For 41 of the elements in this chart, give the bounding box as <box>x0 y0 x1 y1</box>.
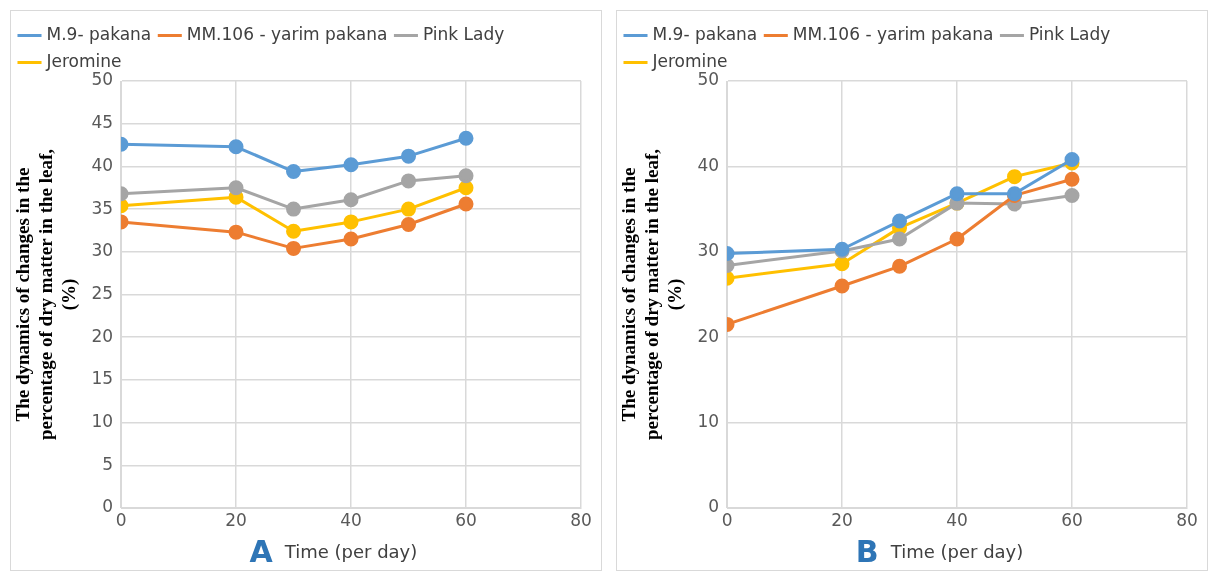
y-tick-label: 50 <box>91 69 114 90</box>
x-axis-title: Time (per day) <box>283 540 418 562</box>
y-tick-label: 40 <box>91 154 114 175</box>
y-tick-label: 15 <box>91 368 114 389</box>
y-tick-label: 20 <box>91 325 114 346</box>
y-tick-label: 20 <box>697 325 720 346</box>
y-tick-label: 10 <box>697 411 720 432</box>
text: B <box>855 534 879 569</box>
y-tick-label: 0 <box>708 496 720 517</box>
y-tick-label: 5 <box>102 453 114 474</box>
y-tick-label: 40 <box>697 154 720 175</box>
legend-label: Jeromine <box>651 50 728 71</box>
x-tick-label: 0 <box>721 509 733 530</box>
x-tick-label: 80 <box>1176 509 1198 530</box>
legend-label: MM.106 - yarim pakana <box>792 23 994 44</box>
y-tick-label: 50 <box>697 69 720 90</box>
y-tick-label: 10 <box>91 411 114 432</box>
y-tick-label: 30 <box>91 240 114 261</box>
y-axis-title: The dynamics of changes in the percentage of dry matter in the leaf, (%) <box>618 148 686 441</box>
text: A <box>249 534 274 569</box>
x-tick-label: 80 <box>570 509 592 530</box>
y-tick-label: 0 <box>102 496 114 517</box>
x-tick-label: 60 <box>455 509 477 530</box>
x-tick-label: 20 <box>831 509 853 530</box>
y-tick-label: 35 <box>91 197 114 218</box>
y-tick-label: 25 <box>91 282 114 303</box>
legend-label: M.9- pakana <box>46 23 152 44</box>
legend-label: Pink Lady <box>422 23 505 44</box>
x-tick-label: 0 <box>115 509 127 530</box>
x-tick-label: 60 <box>1061 509 1083 530</box>
x-tick-label: 20 <box>225 509 247 530</box>
x-tick-label: 40 <box>946 509 968 530</box>
y-tick-label: 45 <box>91 112 114 133</box>
legend-label: MM.106 - yarim pakana <box>186 23 388 44</box>
y-axis-title: The dynamics of changes in the percentage of dry matter in the leaf, (%) <box>12 148 80 441</box>
x-tick-label: 40 <box>340 509 362 530</box>
legend-label: Pink Lady <box>1028 23 1111 44</box>
x-axis-title: Time (per day) <box>889 540 1024 562</box>
y-tick-label: 30 <box>697 240 720 261</box>
legend-label: Jeromine <box>45 50 122 71</box>
legend-label: M.9- pakana <box>652 23 758 44</box>
